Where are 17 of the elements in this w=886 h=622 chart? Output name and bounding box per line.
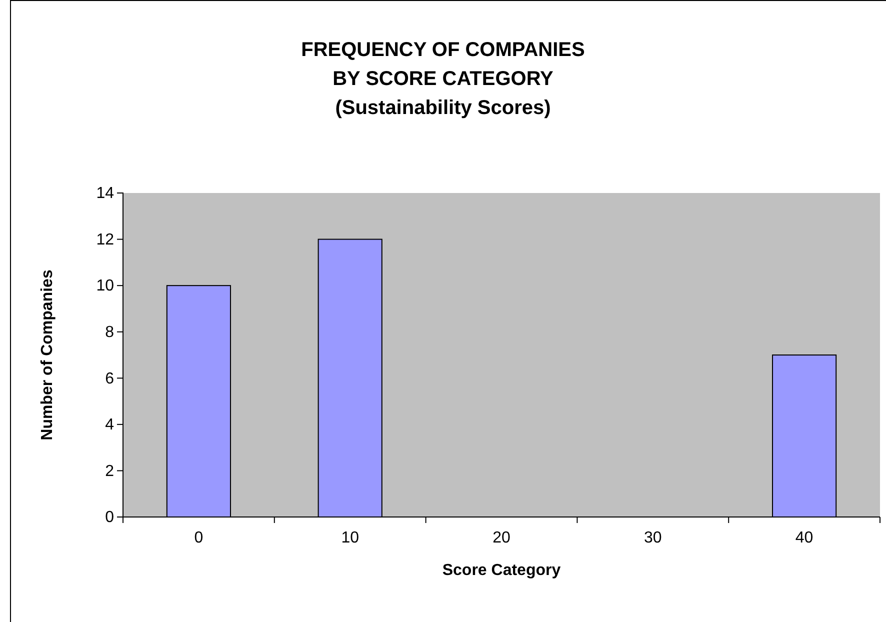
x-tick-label: 30	[644, 529, 662, 546]
y-tick-label: 10	[96, 278, 114, 295]
y-tick-label: 8	[105, 324, 114, 341]
y-axis-title: Number of Companies	[39, 270, 56, 440]
x-tick-label: 40	[795, 529, 814, 546]
y-tick-label: 6	[105, 370, 114, 388]
y-tick-label: 4	[105, 416, 114, 434]
y-tick-label: 0	[105, 509, 114, 526]
x-tick-label: 10	[341, 529, 360, 546]
y-tick-label: 12	[96, 231, 114, 248]
y-tick-label: 2	[105, 462, 114, 480]
y-tick-label: 14	[96, 185, 114, 202]
x-axis-title: Score Category	[442, 562, 561, 579]
x-tick-label: 0	[194, 529, 204, 546]
chart-title: FREQUENCY OF COMPANIES BY SCORE CATEGORY	[301, 39, 585, 90]
chart-subtitle: (Sustainability Scores)	[335, 97, 551, 119]
x-tick-label: 20	[492, 529, 510, 546]
